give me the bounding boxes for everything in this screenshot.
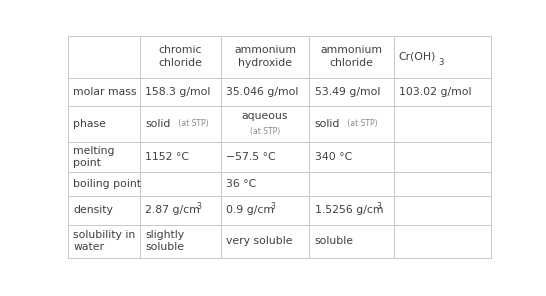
Text: chromic
chloride: chromic chloride bbox=[158, 45, 203, 68]
Text: 3: 3 bbox=[196, 202, 201, 211]
Text: 3: 3 bbox=[271, 202, 276, 211]
Text: −57.5 °C: −57.5 °C bbox=[225, 152, 275, 162]
Text: 0.9 g/cm: 0.9 g/cm bbox=[225, 205, 274, 215]
Text: ammonium
hydroxide: ammonium hydroxide bbox=[234, 45, 296, 68]
Text: solid: solid bbox=[145, 119, 171, 129]
Text: molar mass: molar mass bbox=[73, 87, 137, 97]
Text: Cr(OH): Cr(OH) bbox=[398, 52, 435, 62]
Text: melting
point: melting point bbox=[73, 146, 115, 168]
Text: ammonium
chloride: ammonium chloride bbox=[321, 45, 383, 68]
Text: 3: 3 bbox=[438, 58, 443, 67]
Text: soluble: soluble bbox=[314, 236, 353, 246]
Text: solid: solid bbox=[314, 119, 340, 129]
Text: phase: phase bbox=[73, 119, 106, 129]
Text: (at STP): (at STP) bbox=[345, 119, 378, 128]
Text: boiling point: boiling point bbox=[73, 179, 141, 189]
Text: 36 °C: 36 °C bbox=[225, 179, 256, 189]
Text: 340 °C: 340 °C bbox=[314, 152, 352, 162]
Text: solid: solid bbox=[145, 119, 171, 129]
Text: 1152 °C: 1152 °C bbox=[145, 152, 189, 162]
Text: 103.02 g/mol: 103.02 g/mol bbox=[399, 87, 472, 97]
Text: aqueous: aqueous bbox=[242, 111, 288, 121]
Text: slightly
soluble: slightly soluble bbox=[145, 230, 185, 252]
Text: density: density bbox=[73, 205, 113, 215]
Text: very soluble: very soluble bbox=[225, 236, 292, 246]
Text: 35.046 g/mol: 35.046 g/mol bbox=[225, 87, 298, 97]
Text: (at STP): (at STP) bbox=[176, 119, 209, 128]
Text: solubility in
water: solubility in water bbox=[73, 230, 135, 252]
Text: 53.49 g/mol: 53.49 g/mol bbox=[314, 87, 380, 97]
Text: (at STP): (at STP) bbox=[250, 127, 280, 136]
Text: 158.3 g/mol: 158.3 g/mol bbox=[145, 87, 211, 97]
Text: 1.5256 g/cm: 1.5256 g/cm bbox=[314, 205, 383, 215]
Text: 3: 3 bbox=[377, 202, 381, 211]
Text: 2.87 g/cm: 2.87 g/cm bbox=[145, 205, 200, 215]
